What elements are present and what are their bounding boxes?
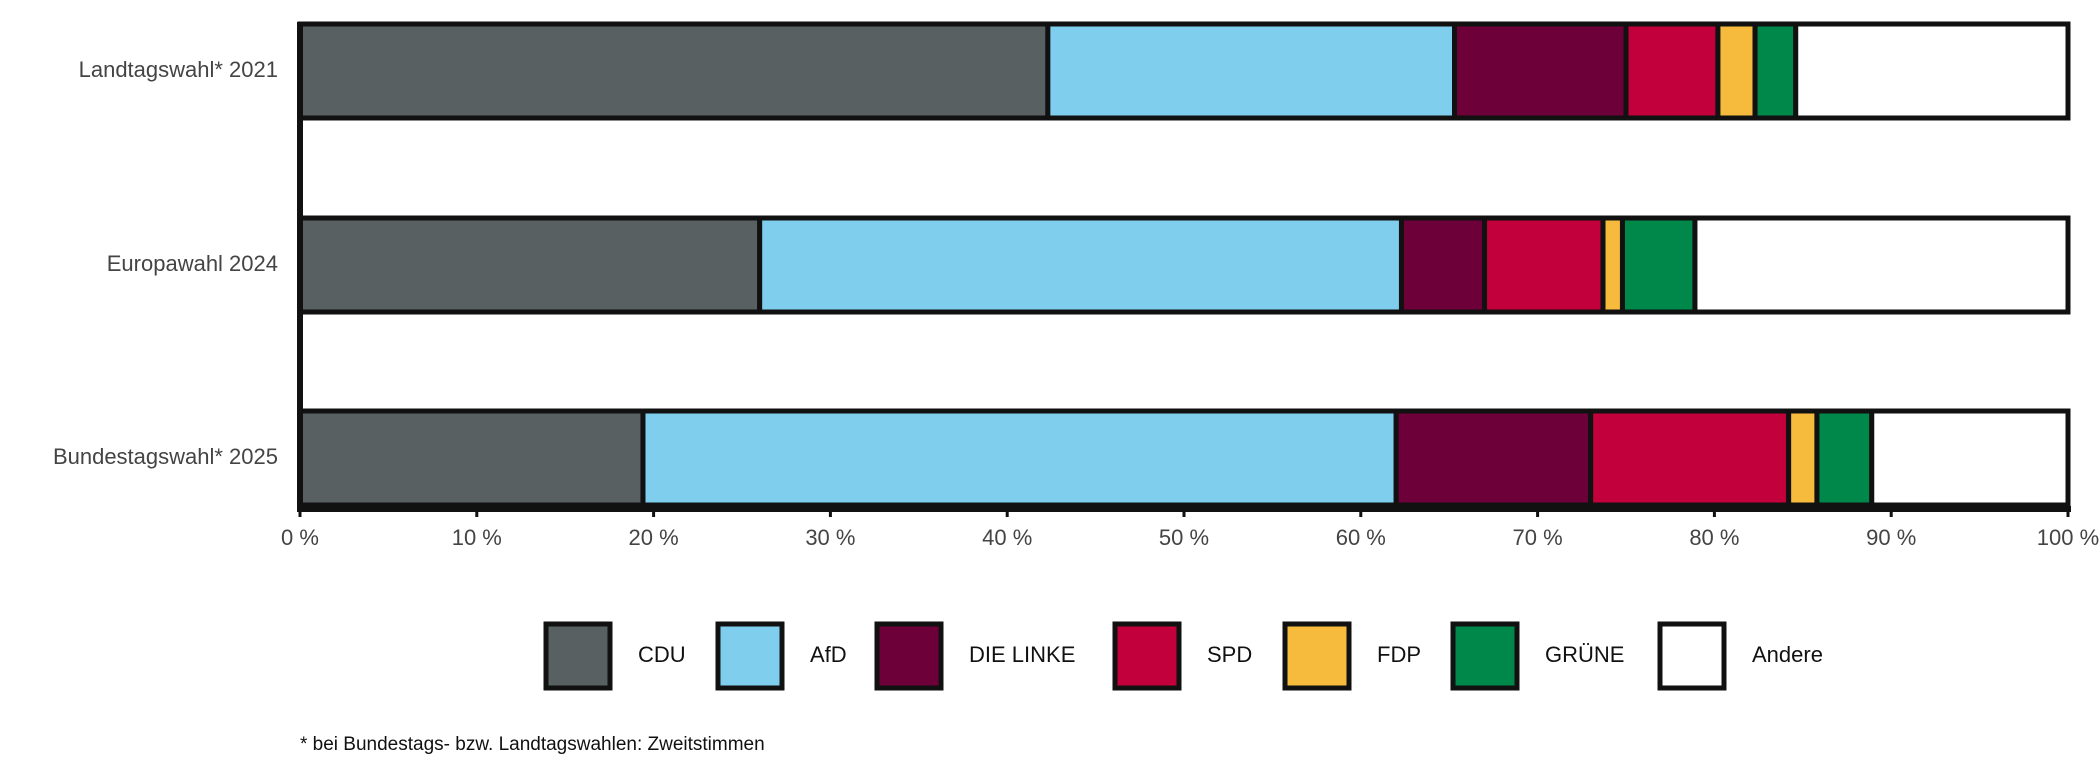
x-tick-label: 0 % bbox=[281, 525, 319, 550]
x-tick-label: 100 % bbox=[2037, 525, 2099, 550]
bar-segment bbox=[1045, 21, 1458, 121]
legend-swatch bbox=[1112, 621, 1182, 691]
y-tick-label: Europawahl 2024 bbox=[107, 251, 278, 276]
bar-segment bbox=[1452, 21, 1629, 121]
x-tick-label: 30 % bbox=[805, 525, 855, 550]
bar-segment bbox=[1869, 408, 2071, 508]
bar-segment bbox=[1482, 215, 1606, 315]
bar-segment bbox=[640, 408, 1399, 508]
x-tick-label: 90 % bbox=[1866, 525, 1916, 550]
bar-segment bbox=[1623, 21, 1721, 121]
x-tick-label: 70 % bbox=[1513, 525, 1563, 550]
legend-label: FDP bbox=[1377, 642, 1421, 667]
bar-segment bbox=[1814, 408, 1875, 508]
bar-segment bbox=[297, 21, 1051, 121]
x-tick-label: 40 % bbox=[982, 525, 1032, 550]
bar-segment bbox=[1588, 408, 1792, 508]
y-tick-label: Landtagswahl* 2021 bbox=[79, 57, 278, 82]
y-tick-label: Bundestagswahl* 2025 bbox=[53, 444, 278, 469]
bar-segment bbox=[1793, 21, 2071, 121]
legend-label: CDU bbox=[638, 642, 686, 667]
legend-label: DIE LINKE bbox=[969, 642, 1075, 667]
x-tick-label: 20 % bbox=[629, 525, 679, 550]
legend-label: AfD bbox=[810, 642, 847, 667]
bar-segment bbox=[297, 215, 763, 315]
bar-segment bbox=[1619, 215, 1698, 315]
legend-swatch bbox=[874, 621, 944, 691]
bar-segment bbox=[1393, 408, 1594, 508]
footnote: * bei Bundestags- bzw. Landtagswahlen: Z… bbox=[300, 734, 765, 755]
bar-segment bbox=[1715, 21, 1758, 121]
legend-label: GRÜNE bbox=[1545, 642, 1624, 667]
legend-label: Andere bbox=[1752, 642, 1823, 667]
legend-swatch bbox=[1282, 621, 1352, 691]
bar-segment bbox=[1692, 215, 2071, 315]
bar-segment bbox=[1398, 215, 1488, 315]
x-tick-label: 10 % bbox=[452, 525, 502, 550]
x-tick-label: 50 % bbox=[1159, 525, 1209, 550]
bar-segment bbox=[1600, 215, 1625, 315]
x-tick-label: 80 % bbox=[1689, 525, 1739, 550]
bar-segment bbox=[757, 215, 1404, 315]
legend-swatch bbox=[1657, 621, 1727, 691]
bar-segment bbox=[1786, 408, 1820, 508]
bar-segment bbox=[297, 408, 646, 508]
legend-swatch bbox=[543, 621, 613, 691]
legend-label: SPD bbox=[1207, 642, 1252, 667]
legend-swatch bbox=[1450, 621, 1520, 691]
x-tick-label: 60 % bbox=[1336, 525, 1386, 550]
bar-segment bbox=[1752, 21, 1799, 121]
legend-swatch bbox=[715, 621, 785, 691]
